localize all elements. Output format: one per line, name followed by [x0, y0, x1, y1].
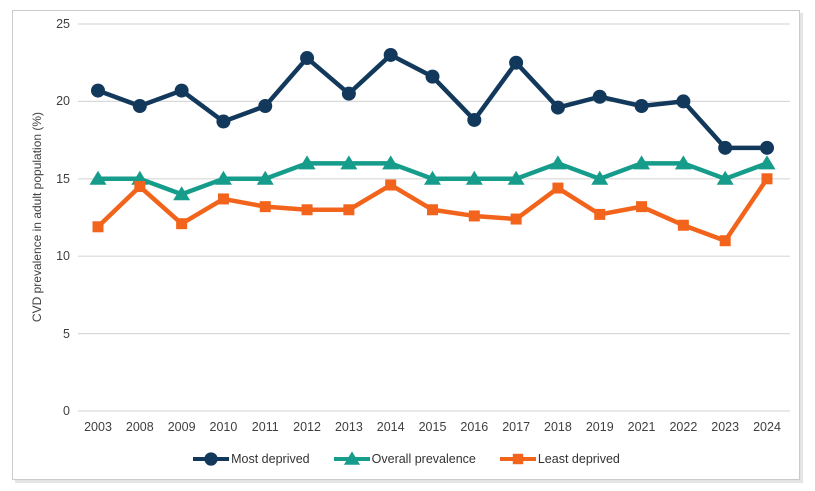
x-tick-label: 2022 [669, 420, 698, 434]
legend-item-most-deprived: Most deprived [193, 450, 310, 468]
circle-marker [592, 89, 607, 104]
x-tick-label: 2015 [418, 420, 447, 434]
square-marker [677, 219, 689, 231]
triangle-marker [424, 170, 441, 185]
legend-label: Overall prevalence [371, 452, 476, 466]
square-marker [512, 453, 524, 465]
x-tick-label: 2024 [753, 420, 781, 434]
circle-marker [383, 47, 398, 62]
triangle-marker [507, 170, 525, 185]
triangle-marker [674, 155, 692, 170]
square-marker [217, 193, 229, 205]
y-tick-label: 25 [56, 17, 70, 31]
x-tick-label: 2016 [460, 420, 489, 434]
square-marker [510, 213, 522, 225]
square-marker [468, 210, 480, 222]
square-marker [92, 221, 104, 233]
triangle-marker [549, 155, 567, 170]
triangle-marker [298, 155, 316, 170]
legend-label: Least deprived [537, 452, 620, 466]
triangle-marker [591, 170, 609, 185]
triangle-legend-marker-icon [333, 451, 370, 465]
triangle-marker [256, 170, 274, 185]
circle-marker [634, 99, 649, 114]
y-axis-title: CVD prevalence in adult population (%) [30, 111, 44, 323]
circle-marker [676, 94, 691, 109]
x-tick-label: 2014 [376, 420, 405, 434]
chart-frame [12, 10, 800, 480]
triangle-marker [89, 170, 107, 185]
triangle-marker [716, 170, 734, 185]
x-tick-label: 2010 [209, 420, 238, 434]
circle-marker [509, 55, 524, 70]
square-marker [301, 204, 313, 216]
triangle-marker [340, 155, 358, 170]
circle-legend-marker-icon [193, 452, 230, 466]
triangle-marker [382, 155, 400, 170]
x-tick-label: 2023 [711, 420, 740, 434]
triangle-marker [465, 170, 483, 185]
x-tick-label: 2011 [251, 420, 279, 434]
circle-marker [91, 83, 105, 98]
circle-marker [204, 452, 218, 466]
x-tick-label: 2013 [334, 420, 363, 434]
circle-marker [132, 99, 147, 114]
circle-marker [300, 51, 315, 66]
x-tick-label: 2017 [502, 420, 531, 434]
triangle-marker [633, 155, 651, 170]
y-tick-label: 15 [56, 171, 70, 186]
x-tick-label: 2021 [627, 420, 656, 434]
x-tick-label: 2008 [125, 420, 154, 434]
legend-label: Most deprived [231, 452, 310, 466]
circle-marker [216, 114, 231, 129]
y-tick-label: 20 [56, 94, 70, 109]
square-marker [176, 218, 188, 230]
circle-marker [718, 140, 733, 155]
circle-marker [760, 140, 774, 155]
legend-item-least-deprived: Least deprived [499, 450, 620, 468]
triangle-marker [758, 155, 776, 170]
square-marker [636, 201, 648, 213]
triangle-marker [173, 186, 191, 201]
square-marker [259, 201, 271, 213]
x-tick-label: 2019 [585, 420, 614, 434]
triangle-marker [214, 170, 232, 185]
square-marker [134, 181, 146, 193]
x-tick-label: 2009 [167, 420, 196, 434]
circle-marker [550, 100, 565, 115]
x-tick-label: 2018 [544, 420, 572, 434]
y-tick-label: 0 [63, 404, 70, 418]
square-marker [385, 179, 397, 191]
triangle-marker [343, 451, 360, 465]
square-marker [719, 235, 731, 247]
x-tick-label: 2012 [293, 420, 321, 434]
circle-marker [467, 112, 482, 127]
circle-marker [425, 69, 440, 84]
y-tick-label: 10 [56, 249, 70, 264]
square-marker [343, 204, 355, 216]
circle-marker [341, 86, 356, 101]
square-marker [427, 204, 438, 216]
square-marker [761, 173, 773, 185]
legend: Most deprived Overall prevalence Least dep… [12, 447, 801, 471]
square-marker [552, 182, 564, 194]
circle-marker [258, 99, 273, 114]
square-marker [594, 208, 606, 220]
circle-marker [174, 83, 189, 98]
y-tick-label: 5 [63, 326, 70, 341]
square-legend-marker-icon [499, 453, 536, 465]
x-tick-label: 2003 [84, 420, 112, 434]
legend-item-overall-prevalence: Overall prevalence [333, 450, 476, 468]
